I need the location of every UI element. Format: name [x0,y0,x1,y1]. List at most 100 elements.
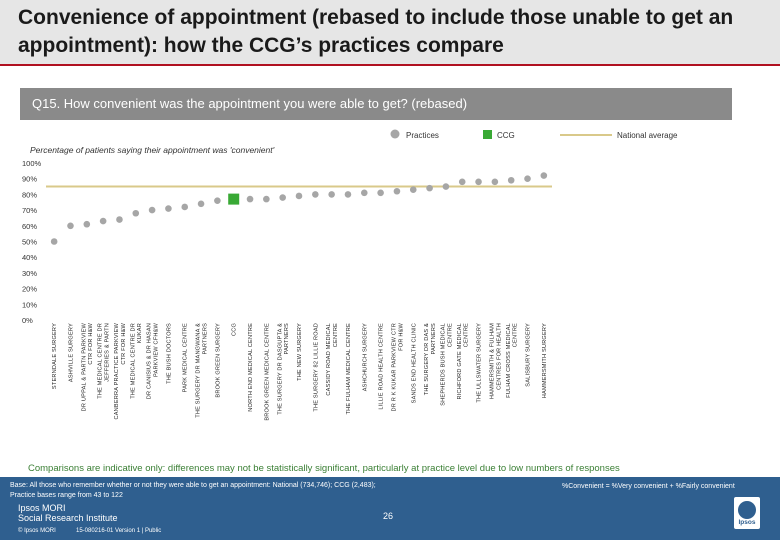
y-tick-label: 10% [22,300,37,309]
x-tick-label-line: THE SURGERY DR DASGUPTA & [277,323,283,415]
x-tick-label: CANBERRA PRACTICE PARKVIEWCTR FOR H&W [114,322,127,419]
question-bar: Q15. How convenient was the appointment … [20,88,732,120]
x-tick-label-line: BROOK GREEN SURGERY [215,323,221,398]
copyright: © Ipsos MORI [18,528,56,534]
y-tick-label: 40% [22,253,37,262]
chart-subtitle: Percentage of patients saying their appo… [30,145,275,155]
practice-point [312,191,319,198]
practice-point [132,209,140,217]
x-tick-label: THE SURGERY DR DASGUPTA &PARTNERS [277,323,290,415]
x-tick-label: FULHAM CROSS MEDICALCENTRE [506,323,519,398]
x-tick-label: THE ULLSWATER SURGERY [477,323,483,403]
practice-point [83,220,91,228]
x-tick-label-line: CCG [232,323,238,336]
question-text: Q15. How convenient was the appointment … [32,96,468,111]
x-tick-label-line: FULHAM CROSS MEDICAL [506,323,512,398]
x-tick-label-line: THE BUSH DOCTORS [166,323,172,384]
practice-point [344,191,352,198]
x-tick-label: BROOK GREEN MEDICAL CENTRE [264,323,270,421]
base-note: Base: All those who remember whether or … [10,481,376,501]
practice-point [328,191,335,198]
x-tick-label: RICHFORD GATE MEDICALCENTRE [457,323,470,400]
x-tick-label: SALISBURY SURGERY [526,323,532,387]
x-tick-label-line: CTR FOR H&W [88,322,94,364]
x-tick-label-line: STERNDALE SURGERY [52,323,58,389]
x-tick-label-line: FOR H&W [398,322,404,350]
x-tick-label-line: CENTRE [447,323,453,347]
x-tick-label: CCG [232,323,238,336]
x-tick-label: THE BUSH DOCTORS [166,323,172,384]
x-tick-label-line: THE SURGERY DR MANGWANA & [196,323,202,418]
x-tick-label-line: CASSIDY ROAD MEDICAL [326,323,332,396]
convenience-chart: 0% 10% 20% 30% 40% 50% 60% 70% 80% 90% 100% STERNDA… [22,159,552,421]
practice-point [458,178,466,186]
ipsos-institute: Social Research Institute [18,513,118,523]
practice-point [426,184,433,192]
x-tick-label: STERNDALE SURGERY [52,323,58,389]
legend-practices-label: Practices [406,131,439,140]
x-tick-label: HAMMERSMITH & FULHAMCENTRES FOR HEALTH [489,323,502,399]
x-tick-label-line: THE NEW SURGERY [297,323,303,381]
x-tick-label-line: RICHFORD GATE MEDICAL [457,323,463,400]
ipsos-name: Ipsos MORI [18,503,66,513]
x-tick-label-line: SHEPHERDS BUSH MEDICAL [441,323,447,406]
y-tick-label: 100% [22,159,42,168]
practice-point [295,192,303,200]
x-tick-label-line: JEFFERIES & PARTN [105,323,111,382]
x-tick-label-line: BROOK GREEN MEDICAL CENTRE [264,323,270,421]
practice-point [475,178,482,186]
practice-point [148,206,156,214]
x-tick-label-line: CENTRE [464,323,470,347]
x-tick-label: CASSIDY ROAD MEDICALCENTRE [326,323,339,396]
practice-point [246,195,254,203]
ccg-marker [228,193,240,205]
x-tick-label: SANDS END HEALTH CLINIC [411,323,417,403]
title-underline [0,64,780,66]
practice-point [393,187,401,195]
x-tick-label-line: CENTRE [513,323,519,347]
x-tick-label-line: CTR FOR H&W [121,322,127,364]
ipsos-logo-text: Ipsos [738,519,756,526]
x-tick-label: ASHVILLE SURGERY [68,323,74,382]
practice-point [116,216,123,223]
x-tick-label-line: THE SURGERY 82 LILLIE ROAD [313,323,319,412]
y-tick-label: 80% [22,190,37,199]
x-tick-label-line: THE MEDICAL CENTRE DR [130,323,136,399]
x-tick-label-line: THE MEDICAL CENTRE DR [98,323,104,399]
base-line-2: Practice bases range from 43 to 122 [10,492,123,499]
x-tick-label-line: ASHVILLE SURGERY [68,323,74,382]
practice-point [279,194,286,201]
x-tick-label: PARK MEDICAL CENTRE [183,323,189,392]
x-tick-label: DR CANISIUS & DR HASANPARKVIEW CFH&W [147,322,160,399]
practice-point [67,222,74,230]
x-tick-label-line: THE SURGERY DR DAS & [424,323,430,395]
caveat-note: Comparisons are indicative only: differe… [28,463,620,474]
x-tick-label: DR UPPAL & PARTN PARKVIEWCTR FOR H&W [81,322,94,411]
page-number: 26 [383,511,394,521]
ipsos-mori-wordmark: Ipsos MORI Social Research Institute [18,503,118,523]
x-tick-label: THE FULHAM MEDICAL CENTRE [346,323,352,415]
practice-point [491,178,499,186]
practice-point [214,197,221,204]
practice-point [50,238,58,245]
x-tick-label: THE MEDICAL CENTRE DRKUKAR [130,323,143,399]
legend-ccg-marker [483,130,492,139]
x-tick-label: THE SURGERY 82 LILLIE ROAD [313,323,319,412]
y-tick-label: 90% [22,175,37,184]
x-tick-label-line: CENTRES FOR HEALTH [496,323,502,390]
x-tick-label-line: ASHCHURCH SURGERY [362,323,368,391]
x-tick-label-line: LILLIE ROAD HEALTH CENTRE [379,323,385,410]
x-tick-label-line: CANBERRA PRACTICE PARKVIEW [114,322,120,419]
x-tick-label-line: HAMMERSMITH & FULHAM [489,323,495,399]
version-text: 15-080216-01 Version 1 | Public [76,528,162,534]
x-tick-label: THE NEW SURGERY [297,323,303,381]
x-tick-label-line: NORTH END MEDICAL CENTRE [248,323,254,412]
footer: Base: All those who remember whether or … [0,477,780,540]
page-title: Convenience of appointment (rebased to i… [18,6,734,57]
x-tick-label: DR R K KUKAR PARKVIEW CTRFOR H&W [392,322,405,411]
y-tick-label: 50% [22,238,37,247]
x-tick-label-line: PARKVIEW CFH&W [153,322,159,376]
x-tick-label: SHEPHERDS BUSH MEDICALCENTRE [441,323,454,406]
x-tick-label-line: SALISBURY SURGERY [526,323,532,387]
x-tick-label-line: PARTNERS [202,323,208,355]
